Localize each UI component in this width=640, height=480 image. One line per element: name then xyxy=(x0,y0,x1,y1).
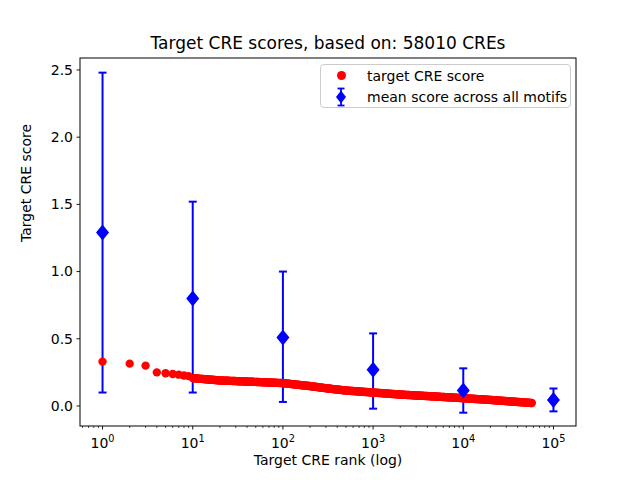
svg-text:2.0: 2.0 xyxy=(51,129,73,145)
legend-entry-mean-score: mean score across all motifs xyxy=(321,87,570,107)
svg-text:101: 101 xyxy=(181,433,205,451)
svg-text:0.5: 0.5 xyxy=(51,331,73,347)
y-axis: 0.0 0.5 1.0 1.5 2.0 2.5 xyxy=(51,62,80,414)
red-scatter-series xyxy=(98,357,536,407)
blue-diamond-markers xyxy=(96,225,560,408)
blue-errorbar-lines xyxy=(99,73,558,413)
chart-title: Target CRE scores, based on: 58010 CREs xyxy=(80,34,576,53)
x-axis-label: Target CRE rank (log) xyxy=(80,452,576,468)
svg-text:103: 103 xyxy=(361,433,385,451)
svg-text:0.0: 0.0 xyxy=(51,398,73,414)
svg-text:104: 104 xyxy=(451,433,475,451)
legend-label-mean-score: mean score across all motifs xyxy=(361,89,567,105)
legend-marker-cell xyxy=(321,71,361,80)
svg-text:105: 105 xyxy=(541,433,565,451)
svg-text:1.0: 1.0 xyxy=(51,263,73,279)
x-axis: 100 101 102 103 104 105 xyxy=(83,426,566,451)
legend-marker-cell xyxy=(321,87,361,107)
figure: 100 101 102 103 104 105 0.0 0.5 1.0 1.5 2.0 2.5 Tar… xyxy=(0,0,640,480)
blue-diamond-errorbar-marker-icon xyxy=(333,87,349,107)
svg-text:100: 100 xyxy=(91,433,115,451)
svg-text:1.5: 1.5 xyxy=(51,196,73,212)
red-circle-marker-icon xyxy=(337,71,346,80)
svg-text:2.5: 2.5 xyxy=(51,62,73,78)
legend-label-target-cre-score: target CRE score xyxy=(361,68,484,84)
legend-entry-target-cre-score: target CRE score xyxy=(321,66,570,86)
legend: target CRE score mean score across all m… xyxy=(320,64,571,108)
svg-text:102: 102 xyxy=(271,433,295,451)
